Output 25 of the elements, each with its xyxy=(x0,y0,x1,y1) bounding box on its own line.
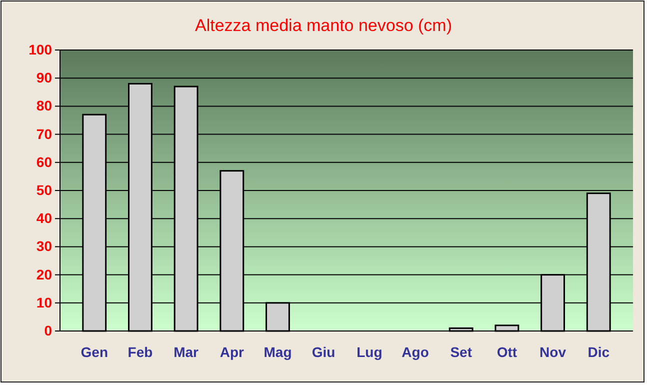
x-tick-label: Giu xyxy=(312,344,336,360)
x-tick-label: Ott xyxy=(496,344,518,360)
x-tick-label: Mag xyxy=(264,344,292,360)
x-tick-label: Dic xyxy=(588,344,610,360)
x-tick-label: Lug xyxy=(356,344,382,360)
x-tick-label: Nov xyxy=(540,344,566,360)
y-tick-label: 0 xyxy=(44,322,52,338)
y-tick-label: 40 xyxy=(36,210,52,226)
x-tick-label: Mar xyxy=(174,344,200,360)
y-tick-label: 60 xyxy=(36,154,52,170)
x-tick-label: Apr xyxy=(220,344,244,360)
bar xyxy=(494,324,520,332)
y-tick-label: 50 xyxy=(36,182,52,198)
y-tick-label: 20 xyxy=(36,266,52,282)
y-tick-label: 90 xyxy=(36,70,52,86)
y-tick-label: 10 xyxy=(36,294,52,310)
y-tick-label: 30 xyxy=(36,238,52,254)
y-tick-label: 100 xyxy=(28,41,52,58)
y-tick-label: 80 xyxy=(36,98,52,114)
y-tick-label: 70 xyxy=(36,126,52,142)
x-tick-label: Feb xyxy=(128,344,153,360)
chart-title: Altezza media manto nevoso (cm) xyxy=(195,16,452,35)
x-tick-label: Set xyxy=(450,344,472,360)
x-tick-label: Gen xyxy=(80,344,108,360)
x-tick-label: Ago xyxy=(402,344,429,360)
